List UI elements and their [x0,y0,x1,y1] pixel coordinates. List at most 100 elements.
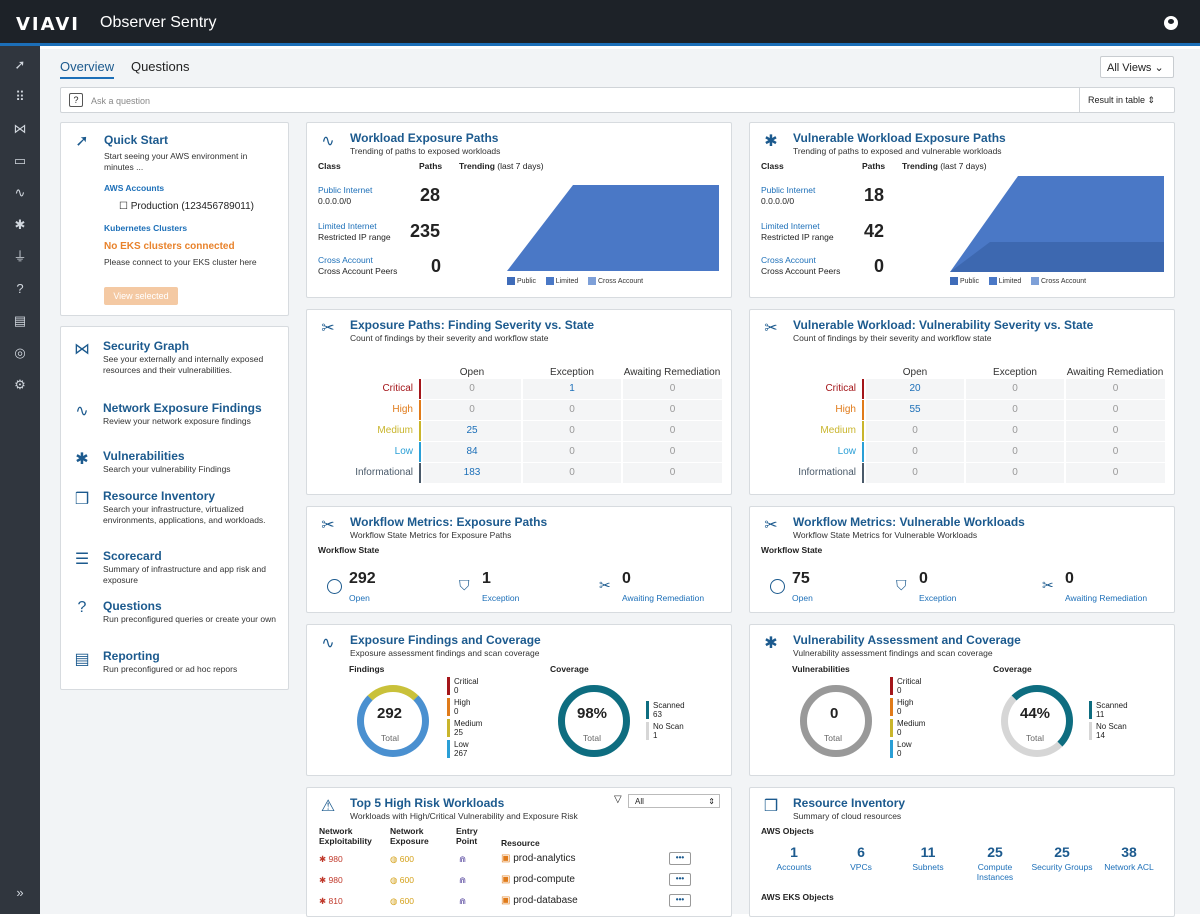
inventory-count[interactable]: 6 [857,844,865,860]
card-title[interactable]: Vulnerable Workload Exposure Paths [793,131,1006,145]
inventory-label[interactable]: Network ACL [1104,862,1154,872]
path-icon[interactable]: ∿ [14,185,26,200]
nav-title[interactable]: Reporting [103,649,160,663]
legend-cross: Cross Account [1040,277,1087,285]
col-class: Class [761,161,784,171]
tab-overview[interactable]: Overview [60,59,115,79]
class-name[interactable]: Cross Account [761,255,816,265]
inventory-count[interactable]: 25 [987,844,1003,860]
nav-title[interactable]: Questions [103,599,162,613]
class-name[interactable]: Public Internet [761,185,816,195]
trend-legend: Public Limited Cross Account [507,277,643,285]
card-title[interactable]: Top 5 High Risk Workloads [350,796,505,810]
report-icon[interactable]: ▤ [13,313,27,328]
grid-icon[interactable]: ⠿ [15,89,25,104]
inventory-label[interactable]: VPCs [850,862,872,872]
card-title[interactable]: Exposure Paths: Finding Severity vs. Sta… [350,318,595,332]
awaiting-link[interactable]: Awaiting Remediation [622,593,705,603]
open-count: 292 [349,570,376,587]
count-cell: 0 [964,399,1065,421]
inventory-item[interactable]: 1 Accounts [760,844,828,872]
class-name[interactable]: Limited Internet [318,221,377,231]
class-name[interactable]: Public Internet [318,185,373,195]
question-icon[interactable]: ? [16,281,24,296]
resource-name[interactable]: ▣ prod-compute [501,874,575,885]
nav-title[interactable]: Resource Inventory [103,489,216,503]
ask-input[interactable]: Ask a question [91,96,151,106]
inventory-count[interactable]: 11 [920,844,936,860]
exception-link[interactable]: Exception [919,593,957,603]
table-row: Low 84 0 0 [319,441,722,463]
nav-title[interactable]: Scorecard [103,549,162,563]
count-cell[interactable]: 55 [864,399,965,421]
nav-title[interactable]: Vulnerabilities [103,449,185,463]
nav-title[interactable]: Security Graph [103,339,190,353]
inventory-item[interactable]: 11 Subnets [894,844,962,872]
count-cell[interactable]: 25 [421,420,522,442]
plug-icon[interactable]: ⏚ [13,249,27,264]
count-cell[interactable]: 183 [421,462,522,484]
more-button[interactable]: ••• [669,873,691,886]
ask-bar[interactable]: ? Ask a question Result in table ⇕ [60,87,1175,113]
severity-bar [862,462,865,484]
inventory-count[interactable]: 25 [1054,844,1070,860]
more-button[interactable]: ••• [669,894,691,907]
user-icon[interactable] [1164,16,1178,30]
inventory-item[interactable]: 25 Security Groups [1028,844,1096,872]
aws-accounts-link[interactable]: AWS Accounts [104,183,165,193]
open-link[interactable]: Open [792,593,813,603]
connect-text[interactable]: Please connect to your EKS cluster here [104,257,257,267]
awaiting-link[interactable]: Awaiting Remediation [1065,593,1148,603]
open-link[interactable]: Open [349,593,370,603]
view-selected-button[interactable]: View selected [104,287,178,305]
card-title[interactable]: Vulnerable Workload: Vulnerability Sever… [793,318,1094,332]
count-cell[interactable]: 1 [521,378,622,400]
views-select[interactable]: All Views ⌄ [1100,56,1174,78]
filter-icon[interactable]: ▽ [614,794,622,805]
card-title[interactable]: Resource Inventory [793,796,906,810]
kubernetes-link[interactable]: Kubernetes Clusters [104,223,188,233]
inventory-label[interactable]: Subnets [912,862,944,872]
inventory-label[interactable]: Security Groups [1031,862,1093,872]
count-cell: 0 [621,462,722,484]
class-name[interactable]: Limited Internet [761,221,820,231]
findings-legend: Critical 0 High 0 Medium 0 Low 0 [885,677,925,761]
inventory-count[interactable]: 38 [1121,844,1137,860]
card-title[interactable]: Vulnerability Assessment and Coverage [793,633,1021,647]
gear-icon[interactable]: ⚙ [14,377,26,392]
card-title[interactable]: Workflow Metrics: Exposure Paths [350,515,548,529]
rocket-icon[interactable]: ➚ [14,57,26,72]
card-title[interactable]: Workflow Metrics: Vulnerable Workloads [793,515,1025,529]
inventory-item[interactable]: 6 VPCs [827,844,895,872]
exception-link[interactable]: Exception [482,593,520,603]
resource-name[interactable]: ▣ prod-database [501,895,578,906]
inventory-item[interactable]: 38 Network ACL [1095,844,1163,872]
count-cell: 0 [521,441,622,463]
tools-icon: ✂ [321,517,335,534]
resource-name[interactable]: ▣ prod-analytics [501,853,576,864]
top5-filter-select[interactable]: All ⇕ [628,794,720,808]
class-name[interactable]: Cross Account [318,255,373,265]
coverage-percent: 98% [577,705,608,722]
result-mode-select[interactable]: Result in table ⇕ [1079,88,1174,112]
count-cell[interactable]: 84 [421,441,522,463]
monitor-icon[interactable]: ▭ [13,153,27,168]
target-icon[interactable]: ◎ [14,345,26,360]
inventory-label[interactable]: Compute Instances [976,862,1014,882]
graph-icon[interactable]: ⋈ [13,121,27,136]
inventory-item[interactable]: 25 Compute Instances [961,844,1029,882]
inventory-label[interactable]: Accounts [776,862,812,872]
findings-donut [800,685,872,757]
col-exposure: Exposure [390,836,429,846]
tab-questions[interactable]: Questions [130,59,190,74]
account-checkbox[interactable]: ☐ Production (123456789011) [119,201,254,212]
more-button[interactable]: ••• [669,852,691,865]
card-title[interactable]: Exposure Findings and Coverage [350,633,541,647]
card-title[interactable]: Workload Exposure Paths [350,131,499,145]
inventory-count[interactable]: 1 [790,844,798,860]
bug-icon[interactable]: ✱ [14,217,26,232]
count-cell[interactable]: 20 [864,378,965,400]
nav-title[interactable]: Network Exposure Findings [103,401,262,415]
expand-icon[interactable]: » [16,885,24,900]
exception-count: 0 [919,570,928,587]
